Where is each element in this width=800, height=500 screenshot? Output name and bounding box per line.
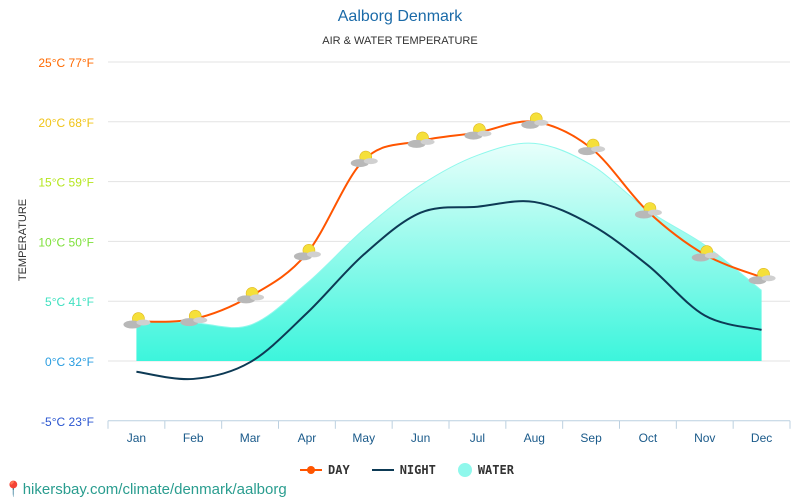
cloud-shape <box>193 317 208 324</box>
partly-cloudy-icon <box>237 287 265 304</box>
y-tick-label: 15°C 59°F <box>38 176 94 190</box>
x-tick-label: Oct <box>639 431 658 445</box>
partly-cloudy-icon <box>464 123 492 140</box>
cloud-shape <box>420 138 435 145</box>
chart-subtitle: AIR & WATER TEMPERATURE <box>322 35 478 47</box>
legend-night[interactable]: NIGHT <box>371 463 436 477</box>
y-axis-label: TEMPERATURE <box>17 199 29 281</box>
partly-cloudy-icon <box>578 138 606 156</box>
night-line <box>136 200 762 381</box>
x-tick-label: Dec <box>751 431 772 445</box>
cloud-shape <box>477 130 492 137</box>
partly-cloudy-icon <box>123 312 151 329</box>
chart: TEMPERATURE 25°C 77°F 20°C 68°F 15°C 59°F 1… <box>17 56 791 445</box>
partly-cloudy-icon <box>748 267 776 285</box>
partly-cloudy-icon <box>407 131 435 148</box>
legend: DAY NIGHT WATER <box>300 463 514 477</box>
y-tick-label: 25°C 77°F <box>38 56 94 70</box>
x-tick-label: Mar <box>240 431 261 445</box>
x-tick-label: Jan <box>127 431 146 445</box>
x-tick-label: May <box>352 431 375 445</box>
cloud-shape <box>704 252 719 259</box>
partly-cloudy-icon <box>521 112 549 129</box>
legend-day-label: DAY <box>328 463 350 477</box>
cloud-shape <box>761 275 776 282</box>
partly-cloudy-icon <box>180 309 208 327</box>
cloud-shape <box>534 119 549 126</box>
partly-cloudy-icon <box>293 244 321 261</box>
x-tick-label: Feb <box>183 431 204 445</box>
cloud-shape <box>363 158 378 165</box>
partly-cloudy-icon <box>350 150 378 168</box>
water-area <box>136 143 762 361</box>
y-tick-label: 0°C 32°F <box>45 355 94 369</box>
legend-day[interactable]: DAY <box>300 463 350 477</box>
legend-water[interactable]: WATER <box>457 463 514 477</box>
x-tick-label: Apr <box>298 431 317 445</box>
x-tick-label: Jun <box>411 431 430 445</box>
partly-cloudy-icon <box>691 245 719 262</box>
location-pin-icon: 📍 <box>4 481 23 498</box>
cloud-shape <box>591 146 606 153</box>
cloud-shape <box>136 319 151 326</box>
cloud-shape <box>306 251 321 258</box>
x-tick-label: Nov <box>694 431 715 445</box>
water-line <box>136 142 762 329</box>
source-link[interactable]: 📍hikersbay.com/climate/denmark/aalborg <box>4 480 287 498</box>
x-tick-label: Aug <box>524 431 545 445</box>
legend-water-label: WATER <box>477 463 514 477</box>
x-tick-label: Jul <box>470 431 485 445</box>
partly-cloudy-icon <box>634 202 662 219</box>
source-url: hikersbay.com/climate/denmark/aalborg <box>22 481 287 498</box>
y-tick-label: -5°C 23°F <box>41 415 94 429</box>
y-tick-label: 20°C 68°F <box>38 116 94 130</box>
y-tick-label: 5°C 41°F <box>45 295 94 309</box>
cloud-shape <box>647 209 662 216</box>
legend-night-label: NIGHT <box>399 463 436 477</box>
y-tick-label: 10°C 50°F <box>38 235 94 249</box>
chart-title: Aalborg Denmark <box>337 8 463 25</box>
x-tick-label: Sep <box>580 431 602 445</box>
cloud-shape <box>250 294 265 301</box>
